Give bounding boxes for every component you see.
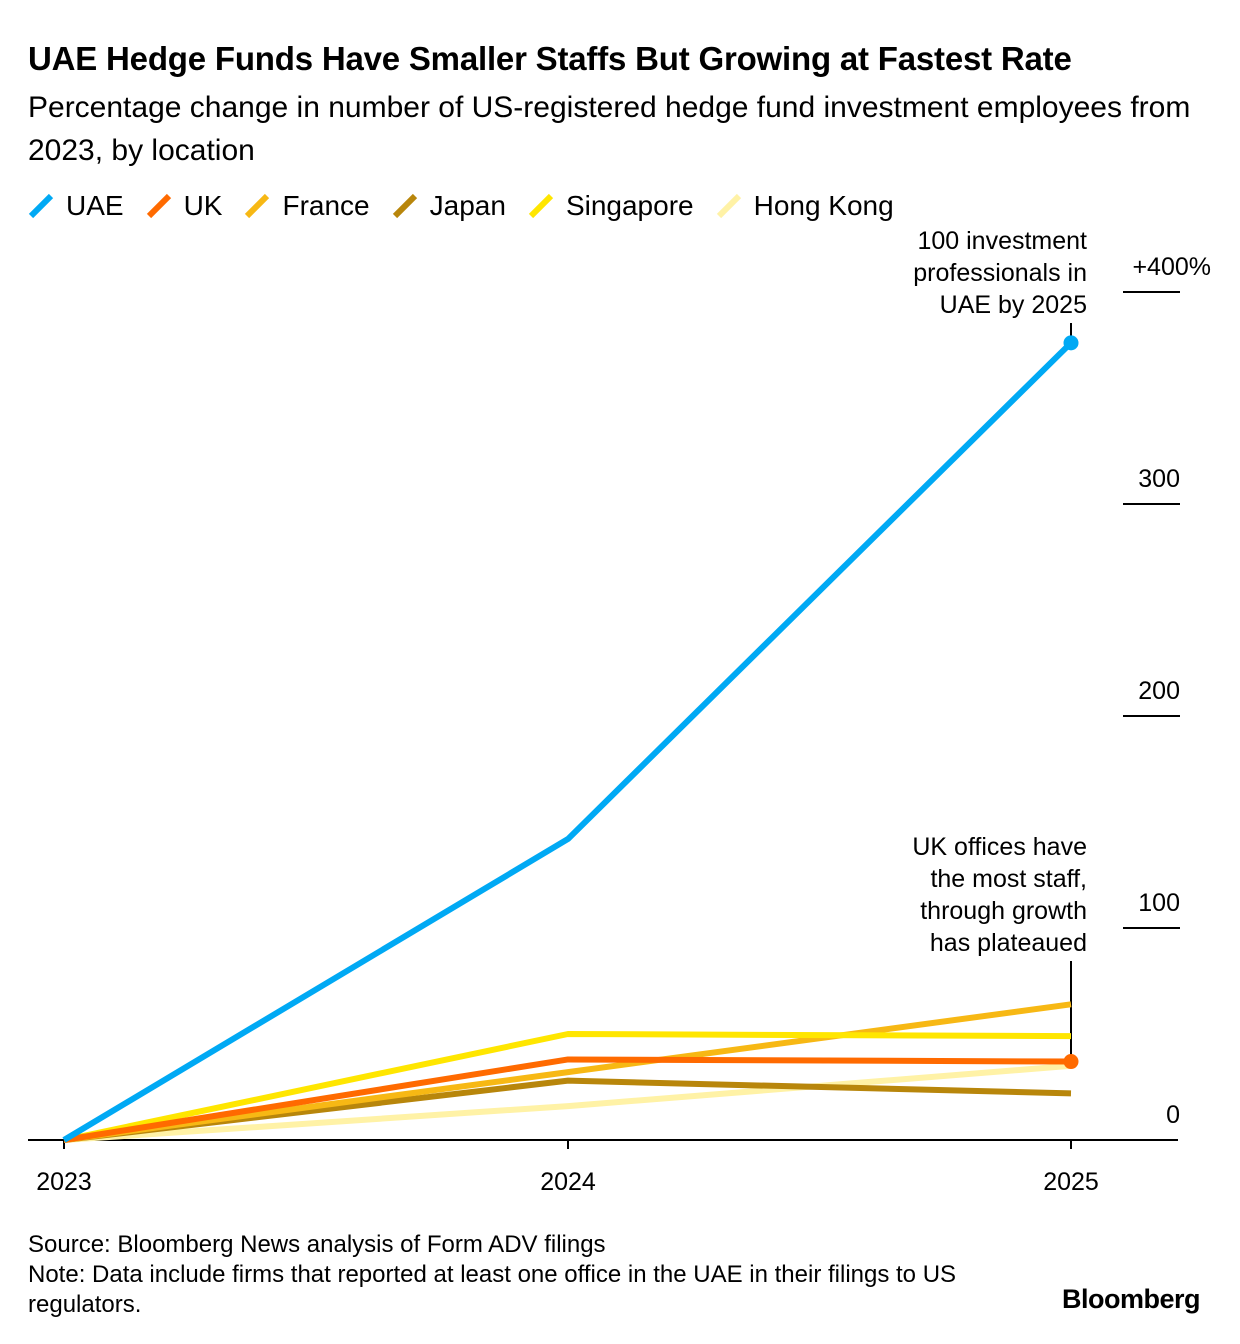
series-line-singapore	[63, 1031, 1072, 1143]
end-marker-uae	[1063, 335, 1079, 351]
legend-label: Japan	[429, 190, 506, 221]
x-tick-label: 2025	[1043, 1168, 1099, 1196]
y-tick-label: 300	[1138, 465, 1180, 493]
legend-item-singapore: Singapore	[528, 190, 694, 222]
chart-legend: UAE UK France Japan Singapore Hong Kong	[28, 188, 916, 224]
legend-swatch-icon	[28, 193, 54, 219]
series-line-uae	[62, 340, 1074, 1143]
legend-label: UK	[183, 190, 223, 221]
legend-item-uae: UAE	[28, 190, 124, 222]
bloomberg-logo: Bloomberg	[1061, 1284, 1201, 1314]
annotation-uk: through growth	[920, 897, 1087, 925]
end-marker-uk	[1063, 1054, 1079, 1070]
x-tick-label: 2024	[540, 1168, 596, 1196]
series-line-hong-kong	[63, 1062, 1072, 1143]
legend-item-france: France	[244, 190, 370, 222]
legend-label: France	[282, 190, 370, 221]
y-tick-label: 100	[1138, 889, 1180, 917]
legend-item-uk: UK	[146, 190, 223, 222]
annotation-uae: professionals in	[913, 259, 1087, 287]
legend-item-japan: Japan	[392, 190, 506, 222]
annotation-uk: the most staff,	[930, 865, 1087, 893]
annotation-uk: UK offices have	[912, 833, 1087, 861]
annotation-uk: has plateaued	[930, 929, 1087, 957]
x-tick-label: 2023	[36, 1168, 92, 1196]
source-note: Source: Bloomberg News analysis of Form …	[28, 1231, 606, 1258]
legend-swatch-icon	[146, 193, 172, 219]
y-tick-label: +400%	[1132, 253, 1211, 281]
annotation-uae: 100 investment	[917, 227, 1087, 255]
chart-title: UAE Hedge Funds Have Smaller Staffs But …	[28, 40, 1072, 77]
annotation-uae: UAE by 2025	[940, 291, 1087, 319]
legend-label: Hong Kong	[753, 190, 894, 221]
legend-swatch-icon	[392, 193, 418, 219]
series-line-uk	[63, 1056, 1072, 1143]
footnote: Note: Data include firms that reported a…	[28, 1261, 957, 1318]
legend-swatch-icon	[528, 193, 554, 219]
y-tick-label: 0	[1166, 1101, 1180, 1129]
chart-subtitle: Percentage change in number of US-regist…	[28, 91, 1191, 167]
legend-item-hong-kong: Hong Kong	[716, 190, 894, 222]
y-tick-label: 200	[1138, 677, 1180, 705]
series-line-france	[63, 1001, 1072, 1143]
legend-label: Singapore	[565, 190, 694, 221]
legend-swatch-icon	[716, 193, 742, 219]
legend-swatch-icon	[244, 193, 270, 219]
legend-label: UAE	[66, 190, 124, 221]
